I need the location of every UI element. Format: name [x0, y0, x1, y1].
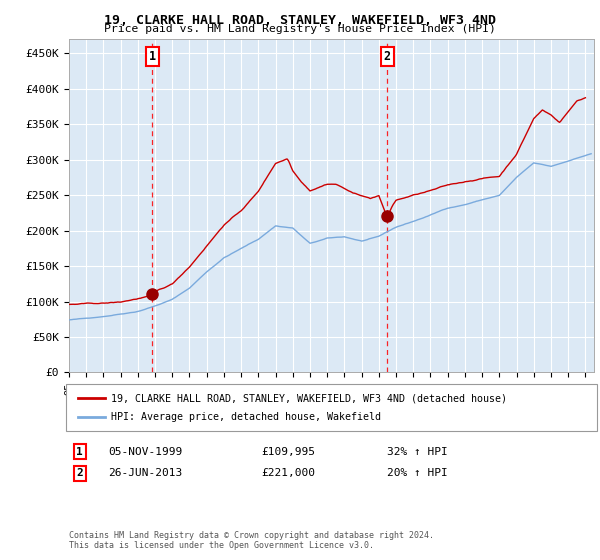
- Text: Contains HM Land Registry data © Crown copyright and database right 2024.
This d: Contains HM Land Registry data © Crown c…: [69, 530, 434, 550]
- Text: 32% ↑ HPI: 32% ↑ HPI: [387, 447, 448, 457]
- Text: 2: 2: [76, 468, 83, 478]
- Text: HPI: Average price, detached house, Wakefield: HPI: Average price, detached house, Wake…: [111, 412, 381, 422]
- Text: 19, CLARKE HALL ROAD, STANLEY, WAKEFIELD, WF3 4ND (detached house): 19, CLARKE HALL ROAD, STANLEY, WAKEFIELD…: [111, 393, 507, 403]
- Text: 2: 2: [383, 50, 391, 63]
- Text: 1: 1: [76, 447, 83, 457]
- Text: 05-NOV-1999: 05-NOV-1999: [108, 447, 182, 457]
- Text: Price paid vs. HM Land Registry's House Price Index (HPI): Price paid vs. HM Land Registry's House …: [104, 24, 496, 34]
- Text: 26-JUN-2013: 26-JUN-2013: [108, 468, 182, 478]
- Text: 1: 1: [149, 50, 156, 63]
- Text: 19, CLARKE HALL ROAD, STANLEY, WAKEFIELD, WF3 4ND: 19, CLARKE HALL ROAD, STANLEY, WAKEFIELD…: [104, 14, 496, 27]
- Text: £109,995: £109,995: [261, 447, 315, 457]
- Text: 20% ↑ HPI: 20% ↑ HPI: [387, 468, 448, 478]
- Text: £221,000: £221,000: [261, 468, 315, 478]
